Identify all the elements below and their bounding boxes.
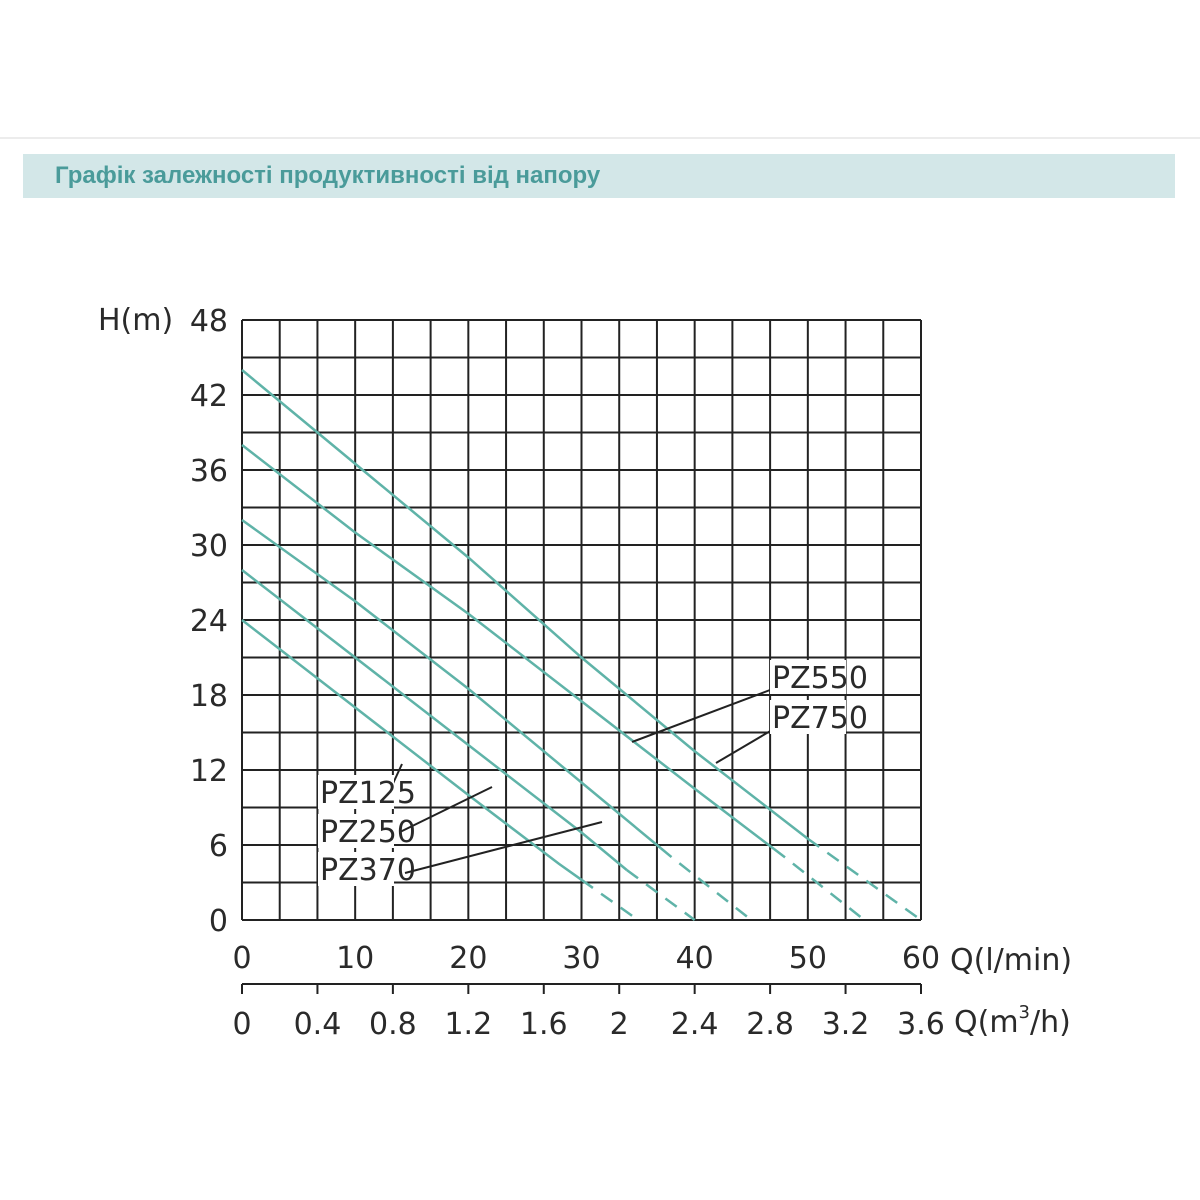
curve-pz750-dashed	[807, 837, 922, 922]
curve-pz250-solid	[241, 569, 628, 871]
x-axis-label: Q(l/min)	[950, 943, 1072, 978]
x2-tick-label: 3.2	[822, 1007, 870, 1042]
y-tick-label: 30	[190, 529, 228, 564]
x2-tick-label: 0	[232, 1007, 251, 1042]
curve-pz550-solid	[241, 444, 775, 850]
label-leaders	[389, 689, 773, 874]
curve-pz370-dashed	[659, 847, 753, 921]
series-label-pz250: PZ250	[320, 815, 416, 850]
x-tick-label: 10	[336, 941, 374, 976]
y-tick-label: 48	[190, 304, 228, 339]
x2-axis-label: Q(m3/h)	[954, 1002, 1071, 1040]
x2-tick-label: 1.2	[444, 1007, 492, 1042]
top-divider	[0, 137, 1200, 139]
label-bg	[770, 660, 846, 694]
curve-pz370-solid	[241, 518, 662, 850]
series-label-pz750: PZ750	[772, 701, 868, 736]
x-tick-label: 30	[562, 941, 600, 976]
x-tick-label: 40	[676, 941, 714, 976]
x2-tick-label: 0.4	[294, 1007, 342, 1042]
leader-pz750	[715, 729, 773, 764]
x2-label-sup: 3	[1019, 1002, 1030, 1023]
curve-pz750-solid	[241, 369, 809, 840]
curve-pz550-dashed	[773, 847, 866, 921]
x2-tick-label: 2	[610, 1007, 629, 1042]
x2-tick-label: 3.6	[897, 1007, 945, 1042]
x2-label-prefix: Q(m	[954, 1005, 1019, 1040]
leader-pz550	[631, 689, 771, 743]
y-axis-label: H(m)	[98, 303, 173, 338]
x2-tick-label: 2.8	[746, 1007, 794, 1042]
section-title: Графік залежності продуктивності від нап…	[55, 162, 601, 189]
y-tick-label: 0	[209, 904, 228, 939]
label-bg	[318, 775, 394, 809]
curves	[241, 369, 922, 922]
series-label-pz125: PZ125	[320, 776, 416, 811]
label-bg	[770, 700, 846, 734]
y-tick-label: 18	[190, 679, 228, 714]
y-tick-label: 36	[190, 454, 228, 489]
x-tick-label: 50	[789, 941, 827, 976]
label-bg	[318, 852, 394, 886]
section-header: Графік залежності продуктивності від нап…	[23, 154, 1175, 198]
x2-label-suffix: /h)	[1030, 1005, 1071, 1040]
y-tick-label: 6	[209, 829, 228, 864]
x-tick-label: 20	[449, 941, 487, 976]
label-bg	[318, 814, 394, 848]
x2-tick-label: 1.6	[520, 1007, 568, 1042]
x2-tick-label: 2.4	[671, 1007, 719, 1042]
series-label-pz370: PZ370	[320, 853, 416, 888]
curve-pz125-solid	[241, 619, 583, 881]
x2-tick-label: 0.8	[369, 1007, 417, 1042]
y-tick-label: 12	[190, 754, 228, 789]
y-tick-label: 24	[190, 604, 228, 639]
x-tick-label: 60	[902, 941, 940, 976]
series-label-pz550: PZ550	[772, 661, 868, 696]
leader-pz370	[404, 821, 603, 874]
y-tick-label: 42	[190, 379, 228, 414]
leader-pz250	[399, 786, 493, 833]
curve-pz125-dashed	[580, 878, 639, 922]
curve-pz250-dashed	[626, 868, 696, 922]
x-tick-label: 0	[232, 941, 251, 976]
